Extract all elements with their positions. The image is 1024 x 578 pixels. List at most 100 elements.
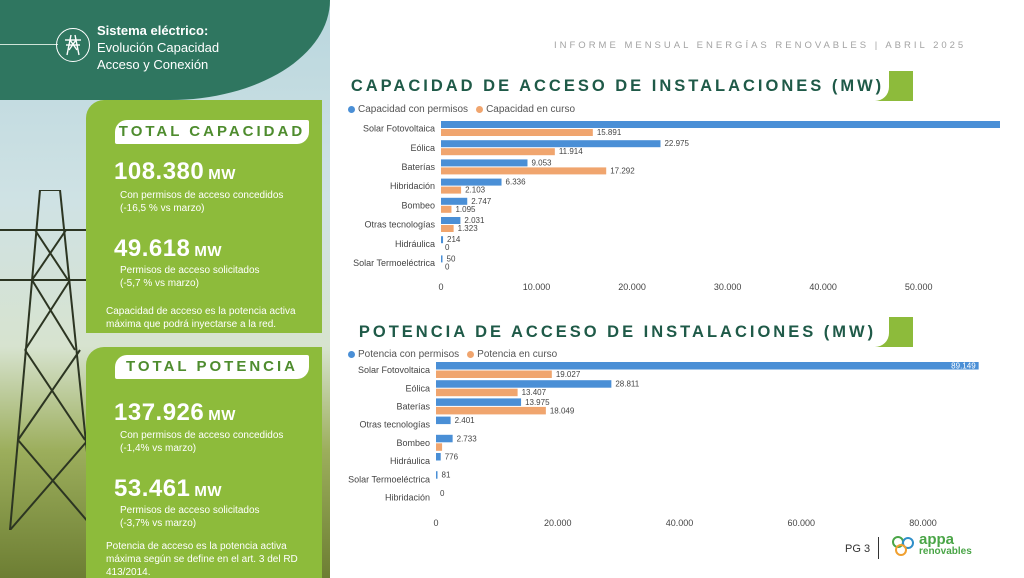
section-title-line2: Evolución Capacidad	[97, 40, 220, 55]
capacidad-solicitada-number: 49.618	[114, 235, 191, 262]
x-tick-label: 0	[438, 282, 443, 292]
data-label: 19.027	[556, 370, 581, 379]
section-title: Sistema eléctrico: Evolución Capacidad A…	[97, 22, 219, 73]
category-label: Solar Termoeléctrica	[348, 474, 430, 484]
data-label: 0	[440, 489, 445, 498]
appa-logo: appa renovables	[890, 531, 972, 558]
potencia-chart-banner: POTENCIA DE ACCESO DE INSTALACIONES (MW)	[346, 317, 913, 347]
bar-curso	[436, 370, 552, 378]
data-label: 776	[445, 453, 459, 462]
logo-line1: appa	[919, 531, 955, 548]
legend-label: Capacidad en curso	[486, 104, 576, 115]
category-label: Hibridación	[390, 181, 435, 191]
capacidad-concedida-value: 108.380 MW	[114, 158, 236, 186]
bar-curso	[441, 186, 462, 194]
section-title-line3: Acceso y Conexión	[97, 57, 209, 72]
legend-label: Capacidad con permisos	[358, 104, 469, 115]
bar-permisos	[441, 121, 1000, 128]
legend-label: Potencia con permisos	[358, 349, 460, 360]
x-tick-label: 30.000	[714, 282, 742, 292]
potencia-solicitada-number: 53.461	[114, 475, 191, 502]
x-tick-label: 40.000	[666, 518, 694, 528]
potencia-chart-title: POTENCIA DE ACCESO DE INSTALACIONES (MW)	[346, 317, 889, 347]
total-potencia-card: TOTAL POTENCIA 137.926 MW Con permisos de…	[86, 347, 322, 578]
x-tick-label: 20.000	[618, 282, 646, 292]
category-label: Bombeo	[396, 438, 430, 448]
bar-permisos	[441, 197, 468, 205]
capacidad-concedida-change: (-16,5 % vs marzo)	[120, 203, 205, 214]
capacidad-solicitada-value: 49.618 MW	[114, 235, 222, 263]
capacidad-bar-chart: Solar Fotovoltaica64.97415.891Eólica22.9…	[353, 121, 1000, 292]
capacidad-chart-title: CAPACIDAD DE ACCESO DE INSTALACIONES (MW…	[346, 71, 889, 101]
data-label: 11.914	[559, 147, 583, 156]
total-potencia-pill: TOTAL POTENCIA	[115, 355, 309, 379]
bar-permisos	[441, 159, 528, 167]
data-label: 50	[447, 254, 456, 263]
category-label: Otras tecnologías	[364, 220, 435, 230]
data-label: 28.811	[615, 380, 639, 389]
potencia-concedida-unit: MW	[208, 407, 236, 424]
potencia-concedida-desc: Con permisos de acceso concedidos	[120, 430, 284, 441]
data-label: 22.975	[664, 139, 689, 148]
x-tick-label: 0	[433, 518, 438, 528]
total-capacidad-card: TOTAL CAPACIDAD 108.380 MW Con permisos d…	[86, 100, 322, 333]
bar-permisos	[436, 362, 979, 370]
category-label: Solar Fotovoltaica	[358, 365, 430, 375]
data-label: 1.095	[455, 205, 476, 214]
potencia-concedida-value: 137.926 MW	[114, 399, 236, 427]
category-label: Hidráulica	[395, 239, 435, 249]
bar-permisos	[441, 236, 444, 244]
footer-divider	[878, 537, 879, 559]
bar-curso	[441, 129, 593, 136]
category-label: Baterías	[401, 162, 435, 172]
total-capacidad-pill: TOTAL CAPACIDAD	[115, 120, 309, 144]
transmission-tower-icon	[56, 28, 90, 62]
bar-curso	[436, 406, 546, 415]
data-label: 81	[442, 471, 451, 480]
legend-dot	[476, 106, 484, 113]
category-label: Hidráulica	[390, 456, 430, 466]
capacidad-solicitada-desc: Permisos de acceso solicitados	[120, 265, 260, 276]
bar-curso	[441, 225, 454, 232]
category-label: Solar Fotovoltaica	[363, 124, 435, 134]
data-label: 13.407	[522, 388, 547, 397]
x-tick-label: 80.000	[909, 518, 937, 528]
potencia-solicitada-desc: Permisos de acceso solicitados	[120, 505, 260, 516]
bar-permisos	[436, 434, 453, 443]
bar-curso	[436, 388, 518, 397]
category-label: Hibridación	[385, 493, 430, 503]
bar-permisos	[436, 380, 612, 388]
report-title: INFORME MENSUAL ENERGÍAS RENOVABLES | AB…	[554, 40, 967, 51]
appa-logo-text: appa renovables	[919, 531, 972, 558]
potencia-solicitada-unit: MW	[194, 483, 223, 500]
category-label: Baterías	[396, 402, 430, 412]
data-label: 13.975	[525, 398, 550, 407]
bar-curso	[441, 167, 607, 175]
capacidad-definition-note: Capacidad de acceso es la potencia activ…	[106, 306, 296, 330]
data-label: 17.292	[610, 166, 635, 175]
legend-dot	[348, 351, 355, 358]
bar-permisos	[436, 471, 438, 479]
capacidad-solicitada-unit: MW	[194, 243, 223, 260]
bar-curso	[441, 205, 452, 213]
data-label: 0	[445, 262, 450, 271]
page-number: PG 3	[845, 543, 871, 555]
bar-permisos	[436, 453, 441, 461]
data-label: 2.401	[455, 416, 476, 425]
x-tick-label: 10.000	[523, 282, 551, 292]
potencia-concedida-number: 137.926	[114, 399, 205, 426]
category-label: Bombeo	[401, 200, 435, 210]
x-tick-label: 40.000	[809, 282, 837, 292]
category-label: Eólica	[405, 383, 430, 393]
logo-line2: renovables	[919, 546, 972, 557]
x-tick-label: 20.000	[544, 518, 572, 528]
legend-item-potencia-curso: Potencia en curso	[467, 349, 557, 360]
capacidad-concedida-unit: MW	[208, 166, 236, 183]
bar-permisos	[441, 178, 502, 186]
bar-permisos	[436, 398, 522, 406]
bar-permisos	[441, 217, 461, 224]
capacidad-chart-banner: CAPACIDAD DE ACCESO DE INSTALACIONES (MW…	[346, 71, 913, 101]
data-label: 2.733	[457, 434, 478, 443]
legend-item-potencia-permisos: Potencia con permisos	[348, 349, 459, 360]
data-label: 214	[447, 235, 461, 244]
